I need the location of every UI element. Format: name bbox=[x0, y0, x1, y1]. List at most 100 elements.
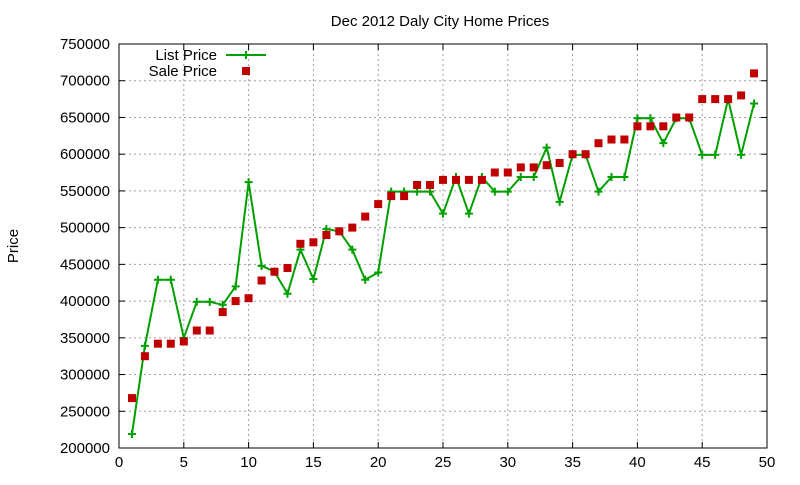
x-tick-label: 40 bbox=[629, 454, 646, 471]
list-price-point bbox=[750, 99, 759, 108]
y-tick-label: 600000 bbox=[60, 146, 110, 163]
list-price-point bbox=[192, 297, 201, 306]
sale-price-point bbox=[166, 339, 175, 348]
sale-price-point bbox=[153, 339, 162, 348]
sale-price-point bbox=[594, 139, 603, 148]
list-price-point bbox=[361, 275, 370, 284]
y-tick-label: 200000 bbox=[60, 440, 110, 457]
y-tick-label: 300000 bbox=[60, 367, 110, 384]
x-tick-label: 30 bbox=[499, 454, 516, 471]
sale-price-point bbox=[711, 95, 720, 104]
list-price-point bbox=[231, 282, 240, 291]
list-price-point bbox=[490, 187, 499, 196]
list-price-point bbox=[542, 143, 551, 152]
y-tick-label: 350000 bbox=[60, 330, 110, 347]
list-price-point bbox=[503, 187, 512, 196]
y-axis-label: Price bbox=[5, 229, 22, 263]
sale-price-point bbox=[633, 122, 642, 131]
y-tick-label: 250000 bbox=[60, 403, 110, 420]
sale-price-point bbox=[128, 394, 136, 403]
list-price-point bbox=[711, 150, 720, 159]
list-price-point bbox=[153, 275, 162, 284]
sale-price-point bbox=[737, 91, 746, 100]
series-layer bbox=[127, 69, 759, 439]
list-price-point bbox=[257, 261, 266, 270]
sale-price-point bbox=[750, 69, 758, 78]
y-tick-label: 500000 bbox=[60, 220, 110, 237]
x-tick-label: 20 bbox=[370, 454, 387, 471]
grid-lines bbox=[119, 44, 767, 448]
tick-labels: 0 5 10 15 20 25 30 35 40 45 50 200000 250000 300000 35… bbox=[60, 36, 775, 471]
list-price-point bbox=[205, 297, 214, 306]
sale-price-point bbox=[477, 175, 486, 184]
list-price-point bbox=[646, 114, 655, 123]
list-price-point bbox=[348, 245, 357, 254]
chart-title: Dec 2012 Daly City Home Prices bbox=[331, 13, 549, 30]
list-price-point bbox=[283, 289, 292, 298]
sale-price-point bbox=[335, 227, 344, 236]
y-tick-label: 700000 bbox=[60, 73, 110, 90]
x-tick-label: 15 bbox=[305, 454, 322, 471]
sale-price-point bbox=[309, 238, 318, 247]
list-price-point bbox=[737, 150, 746, 159]
x-tick-label: 10 bbox=[240, 454, 257, 471]
sale-price-point bbox=[361, 212, 370, 221]
x-tick-label: 5 bbox=[180, 454, 188, 471]
sale-price-point bbox=[179, 337, 188, 346]
sale-price-point bbox=[257, 276, 266, 285]
list-price-point bbox=[140, 341, 149, 350]
sale-price-point bbox=[503, 168, 512, 177]
list-price-point bbox=[166, 275, 175, 284]
sale-price-point bbox=[140, 352, 149, 361]
sale-price-point bbox=[464, 175, 473, 184]
y-tick-label: 650000 bbox=[60, 109, 110, 126]
sale-price-point bbox=[542, 161, 551, 170]
sale-price-point bbox=[452, 175, 460, 184]
legend-marker-list-price bbox=[242, 51, 250, 59]
sale-price-point bbox=[400, 192, 409, 201]
sale-price-point bbox=[439, 175, 447, 184]
sale-price-point bbox=[672, 113, 681, 122]
sale-price-point bbox=[724, 95, 733, 104]
sale-price-point bbox=[529, 163, 538, 172]
list-price-point bbox=[309, 275, 318, 284]
sale-price-point bbox=[231, 297, 240, 306]
sale-price-point bbox=[244, 294, 253, 303]
list-price-point bbox=[633, 114, 642, 123]
list-price-point bbox=[529, 172, 538, 181]
sale-price-point bbox=[659, 122, 668, 131]
sale-price-point bbox=[581, 150, 590, 159]
sale-price-point bbox=[568, 150, 577, 159]
y-tick-label: 550000 bbox=[60, 183, 110, 200]
sale-price-point bbox=[413, 181, 422, 189]
x-tick-label: 25 bbox=[435, 454, 452, 471]
sale-price-point bbox=[698, 95, 707, 104]
list-price-point bbox=[439, 209, 447, 218]
y-tick-label: 400000 bbox=[60, 293, 110, 310]
legend-marker-sale-price bbox=[242, 67, 250, 75]
sale-price-point bbox=[296, 239, 305, 248]
x-tick-label: 45 bbox=[694, 454, 711, 471]
sale-price-point bbox=[218, 308, 227, 317]
list-price-point bbox=[620, 172, 629, 181]
y-tick-label: 750000 bbox=[60, 36, 110, 53]
sale-price-point bbox=[607, 135, 616, 144]
legend-label-list-price: List Price bbox=[155, 47, 217, 64]
sale-price-point bbox=[490, 168, 499, 177]
list-price-point bbox=[127, 430, 136, 439]
list-price-point bbox=[607, 172, 616, 181]
list-price-point bbox=[594, 187, 603, 196]
sale-price-point bbox=[322, 231, 331, 239]
sale-price-point bbox=[283, 264, 292, 272]
sale-price-point bbox=[348, 223, 357, 232]
sale-price-point bbox=[620, 135, 629, 144]
y-tick-label: 450000 bbox=[60, 256, 110, 273]
sale-price-point bbox=[516, 163, 525, 172]
x-tick-label: 50 bbox=[759, 454, 776, 471]
legend: List Price Sale Price bbox=[149, 47, 266, 80]
list-price-point bbox=[698, 150, 707, 159]
plot-frame bbox=[118, 43, 768, 449]
x-tick-label: 35 bbox=[564, 454, 581, 471]
